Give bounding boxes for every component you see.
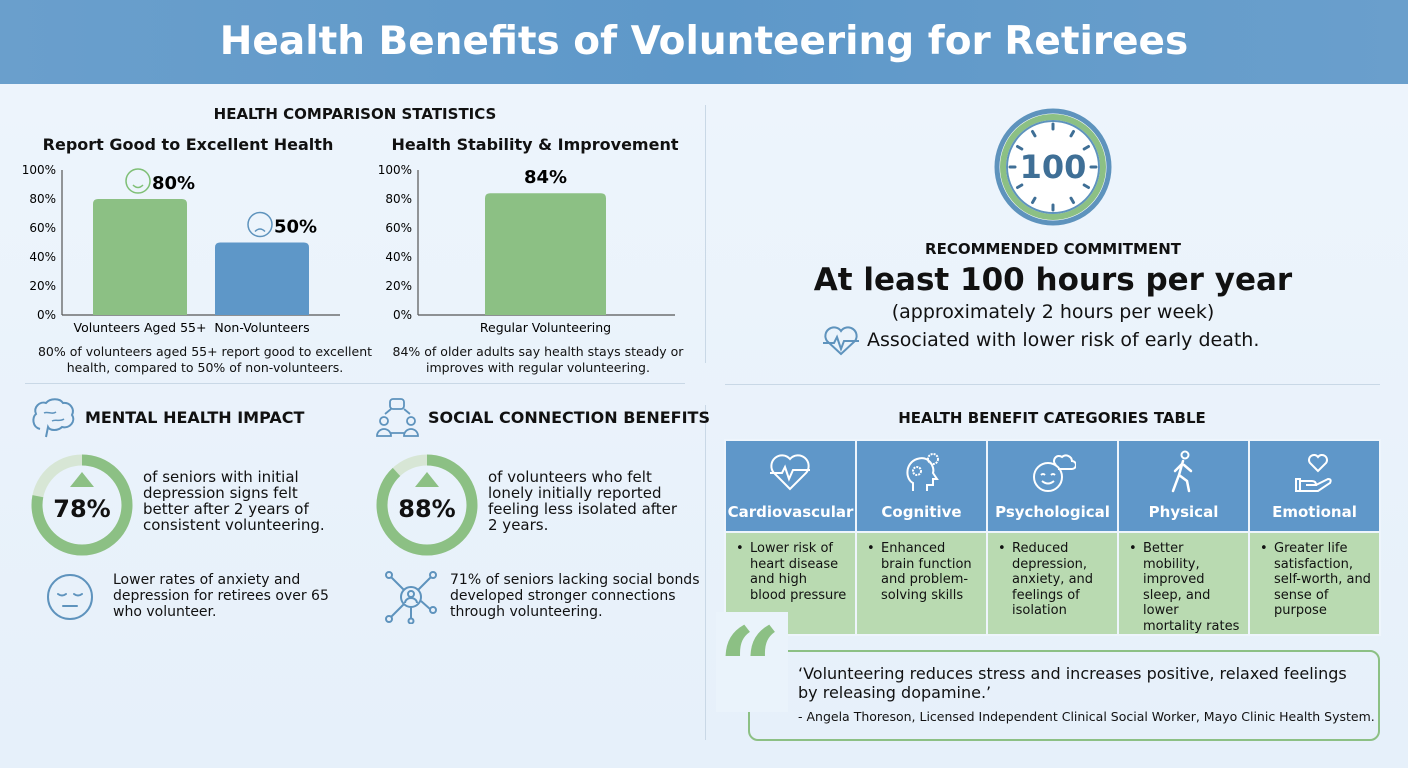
divider: [25, 383, 685, 384]
social-note: 71% of seniors lacking social bonds deve…: [450, 572, 700, 620]
table-cell: Better mobility, improved sleep, and low…: [1117, 531, 1250, 636]
walking-person-icon: [1171, 450, 1192, 493]
donut-fill: [31, 454, 133, 556]
data-label: 80%: [152, 173, 195, 194]
commitment-note: Associated with lower risk of early deat…: [867, 329, 1260, 351]
table-cell: Enhanced brain function and problem-solv…: [855, 531, 988, 636]
quote-text: ‘Volunteering reduces stress and increas…: [798, 664, 1347, 702]
column-label: Cognitive: [881, 503, 962, 521]
donut-88: [376, 454, 478, 556]
section-heading-social: SOCIAL CONNECTION BENEFITS: [428, 408, 710, 427]
section-heading-comparison: HEALTH COMPARISON STATISTICS: [213, 105, 497, 123]
clock-value: 100: [1020, 148, 1087, 186]
divider: [705, 105, 706, 363]
chart-caption: 80% of volunteers aged 55+ report good t…: [37, 344, 373, 375]
table-cell: Greater life satisfaction, self-worth, a…: [1248, 531, 1381, 636]
sad-face-icon: [247, 211, 273, 238]
quote-author: - Angela Thoreson, Licensed Independent …: [798, 709, 1375, 724]
y-tick-label: 0%: [393, 308, 412, 322]
column-label: Emotional: [1272, 503, 1357, 521]
commitment-sub: (approximately 2 hours per week): [891, 301, 1215, 323]
chart-caption: 84% of older adults say health stays ste…: [392, 344, 684, 375]
head-gears-icon: [906, 453, 939, 491]
y-tick-label: 100%: [22, 163, 56, 177]
commitment-headline: At least 100 hours per year: [813, 262, 1293, 298]
mental-note: Lower rates of anxiety and depression fo…: [113, 572, 329, 620]
header-banner: [0, 0, 1408, 84]
social-text: of volunteers who felt lonely initially …: [488, 468, 678, 534]
benefit-table: Cardiovascular Cognitive Psychological Phys…: [724, 439, 1381, 636]
hand-heart-icon: [1294, 454, 1332, 492]
up-triangle-icon: [70, 472, 94, 487]
y-tick-label: 40%: [29, 250, 56, 264]
y-tick-label: 0%: [37, 308, 56, 322]
network-icon: [385, 571, 437, 624]
mental-text: of seniors with initial depression signs…: [143, 468, 325, 534]
table-header-emotional: Emotional: [1248, 439, 1381, 533]
y-tick-label: 20%: [385, 279, 412, 293]
calm-face-icon: [47, 574, 93, 620]
table-header-physical: Physical: [1117, 439, 1250, 533]
brain-icon: [32, 398, 75, 438]
people-connection-icon: [376, 398, 419, 437]
y-tick-label: 80%: [29, 192, 56, 206]
donut-value: 78%: [53, 495, 111, 523]
clock-icon: 100: [994, 108, 1112, 226]
bar: [215, 242, 309, 315]
commitment-label: RECOMMENDED COMMITMENT: [925, 240, 1181, 258]
table-header-cardiovascular: Cardiovascular: [724, 439, 857, 533]
table-cell: Reduced depression, anxiety, and feeling…: [986, 531, 1119, 636]
quote-mark-bg: [716, 612, 788, 712]
page-title: Health Benefits of Volunteering for Reti…: [219, 19, 1189, 64]
donut-78: [31, 454, 133, 556]
section-heading-mental: MENTAL HEALTH IMPACT: [85, 408, 305, 427]
y-tick-label: 100%: [378, 163, 412, 177]
heartbeat-icon: [823, 326, 859, 356]
divider: [725, 384, 1380, 385]
bar: [93, 199, 187, 315]
y-tick-label: 60%: [385, 221, 412, 235]
category-label: Non-Volunteers: [214, 320, 309, 335]
column-label: Physical: [1148, 503, 1219, 521]
chart-1: 0% 20% 40% 60% 80% 100% Regular Volunteering 84…: [378, 163, 675, 335]
heart-pulse-icon: [769, 454, 810, 491]
column-label: Psychological: [995, 503, 1110, 521]
divider: [705, 405, 706, 740]
table-header-cognitive: Cognitive: [855, 439, 988, 533]
category-label: Regular Volunteering: [480, 320, 611, 335]
quote-mark-icon: “: [718, 603, 782, 732]
chart-title: Report Good to Excellent Health: [42, 135, 334, 154]
data-label: 50%: [274, 217, 317, 238]
column-label: Cardiovascular: [727, 503, 854, 521]
y-tick-label: 80%: [385, 192, 412, 206]
y-tick-label: 40%: [385, 250, 412, 264]
section-heading-table: HEALTH BENEFIT CATEGORIES TABLE: [898, 409, 1206, 427]
donut-value: 88%: [398, 495, 456, 523]
donut-fill: [376, 454, 478, 556]
y-tick-label: 60%: [29, 221, 56, 235]
bar-charts: 0% 20% 40% 60% 80% 100% Volunteers Aged 55+ 80%…: [22, 163, 675, 335]
happy-face-icon: [125, 168, 151, 194]
y-tick-label: 20%: [29, 279, 56, 293]
table-header-psychological: Psychological: [986, 439, 1119, 533]
chart-title: Health Stability & Improvement: [391, 135, 679, 154]
bar: [485, 193, 606, 315]
category-label: Volunteers Aged 55+: [74, 320, 207, 335]
data-label: 84%: [524, 167, 567, 188]
chart-0: 0% 20% 40% 60% 80% 100% Volunteers Aged 55+ 80%…: [22, 163, 340, 335]
up-triangle-icon: [415, 472, 439, 487]
smile-cloud-icon: [1032, 454, 1077, 492]
